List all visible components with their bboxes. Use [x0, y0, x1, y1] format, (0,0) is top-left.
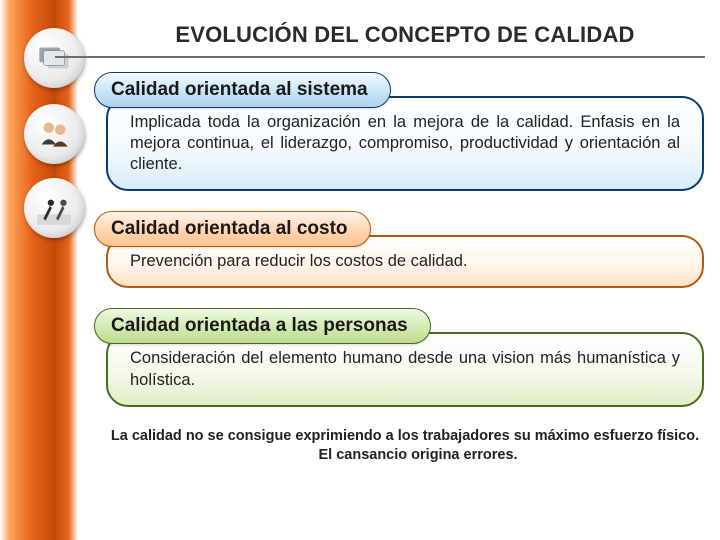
- sidebar-bubble-icon-2: [24, 104, 84, 164]
- pill-sistema: Calidad orientada al sistema: [94, 72, 391, 108]
- panel-sistema: Implicada toda la organización en la mej…: [106, 96, 704, 191]
- left-accent-strip: [0, 0, 78, 540]
- pill-costo: Calidad orientada al costo: [94, 211, 371, 247]
- footer-part-a: La calidad no se consigue exprimiendo a …: [111, 428, 699, 444]
- sidebar-bubble-icon-3: [24, 178, 84, 238]
- pill-personas: Calidad orientada a las personas: [94, 308, 431, 344]
- section-personas: Calidad orientada a las personas Conside…: [100, 308, 710, 406]
- sidebar-bubble-icon-1: [24, 28, 84, 88]
- footer-text: La calidad no se consigue exprimiendo a …: [110, 427, 700, 466]
- title-divider: [55, 56, 705, 58]
- page-title: EVOLUCIÓN DEL CONCEPTO DE CALIDAD: [100, 22, 710, 48]
- section-sistema: Calidad orientada al sistema Implicada t…: [100, 72, 710, 191]
- footer-part-b: El cansancio origina errores.: [318, 447, 517, 463]
- main-content: EVOLUCIÓN DEL CONCEPTO DE CALIDAD Calida…: [100, 0, 710, 540]
- section-costo: Calidad orientada al costo Prevención pa…: [100, 211, 710, 288]
